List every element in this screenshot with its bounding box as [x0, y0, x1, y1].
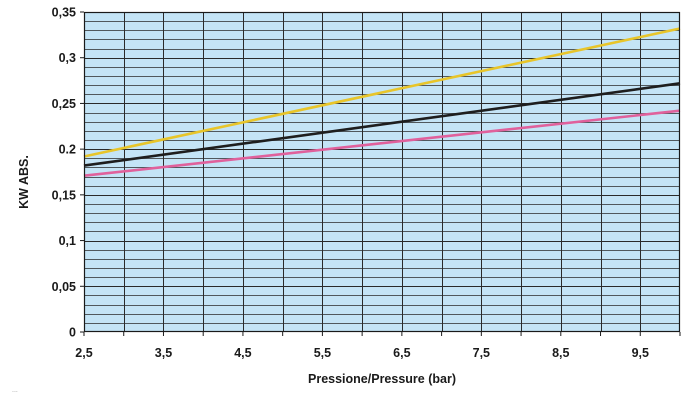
y-tick-label: 0,3 [59, 51, 76, 65]
footnote: ... [12, 387, 18, 394]
y-tick-label: 0,05 [52, 280, 76, 294]
y-tick-label: 0 [69, 326, 76, 340]
y-tick-label: 0,35 [52, 6, 76, 20]
series-lines [83, 27, 681, 177]
x-tick-label: 3,5 [155, 346, 172, 360]
series-line-3 [83, 109, 681, 177]
x-tick-label: 7,5 [473, 346, 490, 360]
x-tick-label: 2,5 [75, 346, 92, 360]
y-tick-label: 0,25 [52, 97, 76, 111]
y-axis-title: KW ABS. [17, 155, 31, 209]
x-tick-label: 4,5 [234, 346, 251, 360]
plot-frame [83, 11, 681, 333]
series-line-2 [83, 82, 681, 167]
plot-area [84, 12, 680, 332]
series-line-1 [83, 27, 681, 158]
x-tick-label: 8,5 [552, 346, 569, 360]
y-axis-ticks: 0 0,05 0,1 0,15 0.2 0,25 0,3 0,35 [52, 6, 84, 340]
y-tick-label: 0,15 [52, 188, 76, 202]
x-tick-label: 5,5 [314, 346, 331, 360]
x-tick-label: 9,5 [632, 346, 649, 360]
y-tick-label: 0.2 [59, 143, 76, 157]
x-tick-label: 6,5 [393, 346, 410, 360]
x-axis-title: Pressione/Pressure (bar) [308, 372, 456, 386]
vertical-gridlines [124, 12, 641, 332]
y-tick-label: 0,1 [59, 234, 76, 248]
x-axis-ticks: 2,5 3,5 4,5 5,5 6,5 7,5 8,5 9,5 [75, 332, 681, 360]
